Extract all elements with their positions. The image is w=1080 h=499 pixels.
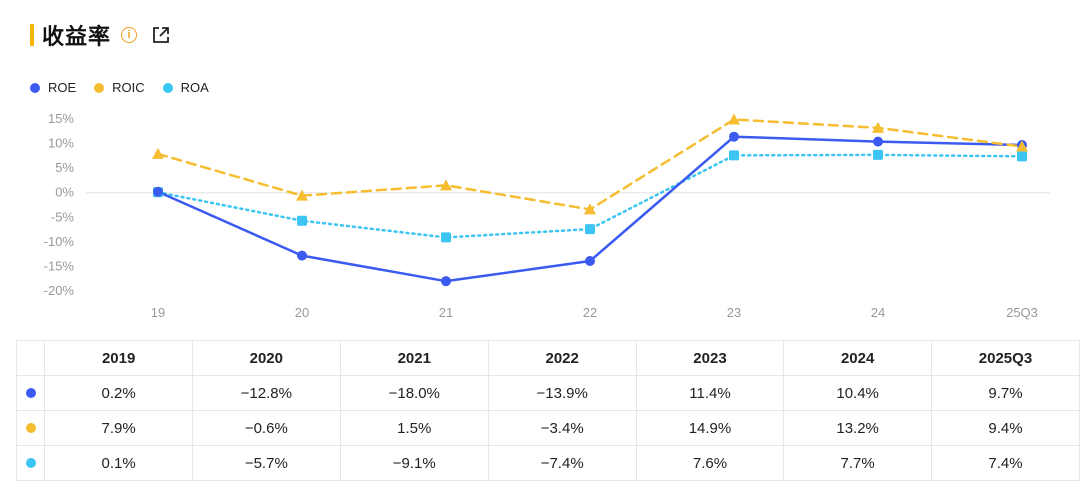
legend-label: ROE <box>48 80 77 95</box>
data-point-roa[interactable] <box>873 149 883 160</box>
series-line-roic <box>156 118 1024 211</box>
data-point-roic[interactable] <box>872 121 884 133</box>
data-point-roic[interactable] <box>728 113 740 125</box>
legend-label: ROIC <box>112 80 145 95</box>
x-tick-label: 25Q3 <box>1006 305 1038 320</box>
x-tick-label: 24 <box>871 305 885 320</box>
table-cell: 14.9% <box>635 410 785 446</box>
series-color-dot <box>25 457 36 468</box>
info-icon[interactable]: i <box>121 27 138 43</box>
table-cell: −7.4% <box>487 445 637 481</box>
x-tick-label: 23 <box>727 305 741 320</box>
table-header-cell: 2024 <box>783 340 932 376</box>
table-row: 7.9% −0.6% 1.5% −3.4% 14.9% 13.2% 9.4% <box>15 410 1080 446</box>
share-icon[interactable] <box>151 25 171 45</box>
table-cell: 1.5% <box>339 410 489 446</box>
data-point-roe[interactable] <box>585 256 595 267</box>
legend-marker <box>30 82 40 93</box>
table-header-row: 2019 2020 2021 2022 2023 2024 2025Q3 <box>15 340 1080 376</box>
legend-item-roa[interactable]: ROA <box>162 80 209 95</box>
data-point-roic[interactable] <box>584 203 596 215</box>
table-row: 0.1% −5.7% −9.1% −7.4% 7.6% 7.7% 7.4% <box>15 445 1080 481</box>
table-header-cell: 2025Q3 <box>930 340 1080 376</box>
accent-bar <box>30 24 34 46</box>
y-tick-label: -15% <box>44 258 75 273</box>
section-title: 收益率 <box>42 24 112 49</box>
x-tick-label: 19 <box>151 305 165 320</box>
legend-item-roic[interactable]: ROIC <box>94 80 145 95</box>
table-cell: −13.9% <box>487 375 637 411</box>
table-cell: 9.4% <box>930 410 1080 446</box>
y-tick-label: 15% <box>48 111 74 126</box>
data-point-roe[interactable] <box>441 276 451 287</box>
series-marker-cell <box>15 445 46 481</box>
data-point-roa[interactable] <box>729 150 739 161</box>
table-row: 0.2% −12.8% −18.0% −13.9% 11.4% 10.4% 9.7% <box>15 375 1080 411</box>
data-point-roic[interactable] <box>296 189 308 201</box>
table-cell: −9.1% <box>339 445 489 481</box>
x-tick-label: 22 <box>583 305 597 320</box>
data-point-roe[interactable] <box>873 136 883 147</box>
table-cell: 7.4% <box>930 445 1080 481</box>
y-tick-label: -5% <box>51 209 75 224</box>
series-marker-cell <box>15 410 46 446</box>
table-corner-cell <box>15 340 46 376</box>
x-tick-label: 21 <box>439 305 453 320</box>
chart-legend: ROE ROIC ROA <box>30 80 227 95</box>
y-tick-label: 5% <box>55 160 74 175</box>
x-tick-label: 20 <box>295 305 309 320</box>
table-cell: 13.2% <box>783 410 932 446</box>
y-tick-label: -10% <box>44 234 75 249</box>
table-cell: −3.4% <box>487 410 637 446</box>
table-header-cell: 2021 <box>339 340 489 376</box>
table-cell: 7.7% <box>783 445 932 481</box>
legend-marker <box>94 82 105 93</box>
table-header-cell: 2023 <box>635 340 785 376</box>
table-cell: 11.4% <box>635 375 785 411</box>
data-point-roic[interactable] <box>440 179 452 191</box>
series-marker-cell <box>15 375 46 411</box>
data-point-roa[interactable] <box>1017 151 1027 162</box>
series-color-dot <box>25 387 36 398</box>
data-point-roic[interactable] <box>1016 140 1028 152</box>
table-header-cell: 2020 <box>191 340 341 376</box>
data-point-roa[interactable] <box>441 232 451 243</box>
table-cell: 0.2% <box>44 375 193 411</box>
legend-marker <box>162 82 173 93</box>
table-cell: 7.9% <box>44 410 193 446</box>
data-point-roa[interactable] <box>297 215 307 226</box>
table-header-cell: 2022 <box>487 340 637 376</box>
data-point-roa[interactable] <box>585 224 595 235</box>
table-cell: 0.1% <box>44 445 193 481</box>
table-cell: −18.0% <box>339 375 489 411</box>
data-point-roe[interactable] <box>297 250 307 261</box>
table-cell: 9.7% <box>930 375 1080 411</box>
section-header: 收益率 i <box>30 18 171 52</box>
data-point-roic[interactable] <box>152 147 164 159</box>
table-header-cell: 2019 <box>44 340 193 376</box>
y-tick-label: 10% <box>48 136 74 151</box>
table-cell: 7.6% <box>635 445 785 481</box>
data-point-roe[interactable] <box>153 186 163 197</box>
legend-item-roe[interactable]: ROE <box>30 80 76 95</box>
legend-label: ROA <box>180 80 209 95</box>
table-cell: 10.4% <box>783 375 932 411</box>
data-table: 2019 2020 2021 2022 2023 2024 2025Q3 0.2% −12.8… <box>15 340 1080 481</box>
line-chart: 15% 10% 5% 0% -5% -10% -15% -20% 19 20 21 22 23 24 25Q… <box>44 111 1050 320</box>
y-tick-label: -20% <box>44 283 75 298</box>
data-point-roe[interactable] <box>729 131 739 142</box>
table-cell: −0.6% <box>191 410 341 446</box>
table-cell: −12.8% <box>191 375 341 411</box>
y-tick-label: 0% <box>55 185 74 200</box>
table-cell: −5.7% <box>191 445 341 481</box>
series-color-dot <box>25 422 36 433</box>
